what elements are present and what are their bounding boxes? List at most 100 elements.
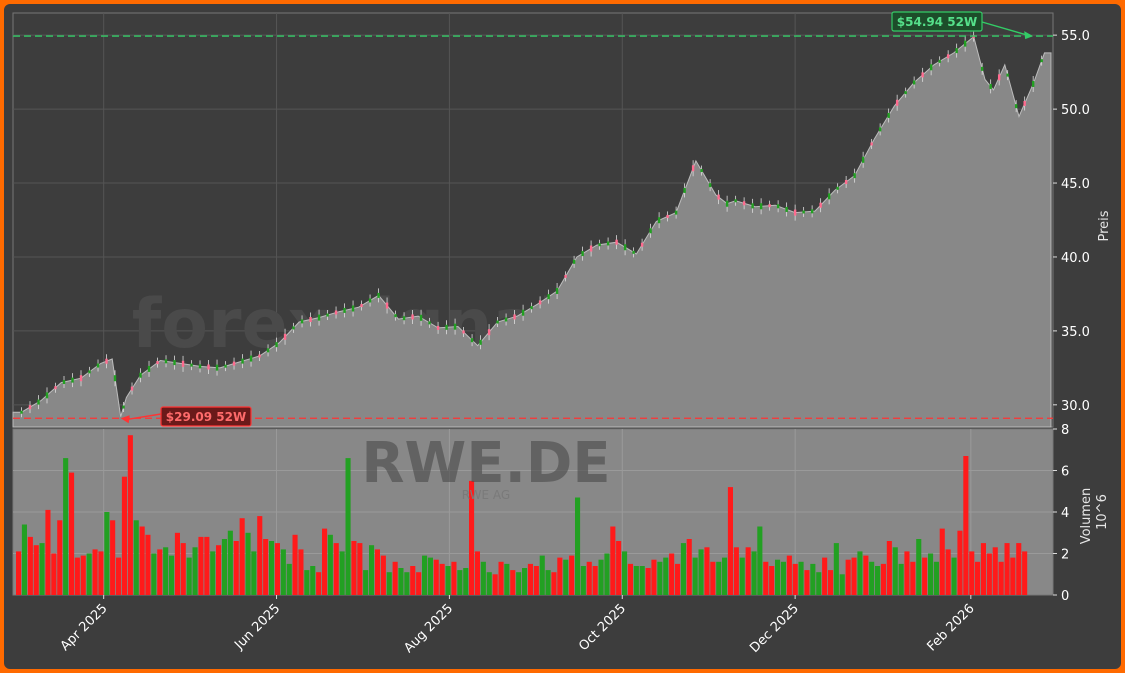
candle-body [453,323,457,330]
watermark-subtitle: RWE AG [462,488,510,502]
volume-bar [504,563,510,595]
candle-body [649,228,652,234]
candle-body [411,314,414,320]
volume-bar [992,547,998,595]
volume-bar [445,566,451,595]
candle-body [700,169,703,173]
candle-body [445,324,448,330]
volume-bar [869,561,875,595]
candle-body [844,179,848,184]
volume-bar [274,543,280,595]
candle-body [946,54,950,59]
volume-bar [398,568,404,595]
candle-body [674,210,678,215]
volume-bar [957,530,963,595]
candle-body [827,193,831,200]
volume-bar [586,561,592,595]
candle-body [521,309,525,316]
high-callout-label: $54.94 52W [897,15,977,29]
candle-body [232,361,236,366]
volume-bar [433,559,439,595]
candle-body [402,316,406,321]
high-callout-box [891,11,983,32]
candle-body [717,194,720,200]
volume-bar [986,553,992,595]
volume-bar [498,561,504,595]
candle-body [1006,73,1009,77]
candle-body [742,201,746,206]
candle-body [470,338,474,343]
volume-bar [204,536,210,595]
volume-bar [121,476,127,595]
candle-body [887,112,890,118]
candle-body [300,319,304,324]
volume-bar [221,539,227,595]
watermark-symbol: RWE.DE [361,431,610,496]
volume-bar [680,543,686,595]
volume-bar [580,566,586,595]
volume-bar [698,549,704,595]
candle-body [351,305,355,312]
candle-body [462,330,465,334]
volume-bar [533,566,539,595]
candle-body [343,307,346,313]
volume-bar [510,570,516,595]
volume-bar [563,559,569,595]
volume-bar [857,551,863,595]
price-tick-label: 55.0 [1061,29,1090,44]
x-tick-label: Oct 2025 [576,601,629,654]
volume-bar [492,574,498,596]
volume-bar [963,456,969,595]
volume-bar [980,543,986,595]
candle-body [215,364,219,371]
volume-bar [945,549,951,595]
candle-body [997,74,1001,81]
volume-bar [469,480,475,595]
volume-bar [633,566,639,595]
candle-body [394,314,397,318]
volume-bar [886,541,892,595]
volume-bar [880,563,886,595]
volume-bar [704,547,710,595]
candle-body [980,66,984,71]
candle-body [147,365,151,372]
candle-body [632,250,635,254]
volume-bar [816,572,822,595]
volume-bar [116,557,122,595]
volume-bar [651,559,657,595]
candle-body [912,80,916,85]
candle-body [241,358,244,364]
volume-bar [357,543,363,595]
volume-tick-label: 4 [1061,506,1069,521]
volume-bar [292,534,298,595]
volume-bar [527,563,533,595]
volume-bar [186,557,192,595]
volume-bar [245,532,251,596]
candle-body [819,202,822,208]
volume-bar [786,555,792,595]
candle-body [504,317,508,322]
candle-body [547,294,550,300]
volume-bar [545,570,551,595]
candle-body [198,364,202,369]
candle-body [173,360,176,366]
low-callout-label: $29.09 52W [166,410,246,424]
candle-body [326,313,329,317]
candle-body [96,363,100,368]
volume-bar [716,561,722,595]
volume-bar [975,561,981,595]
volume-bar [27,536,33,595]
volume-bar [675,563,681,595]
candle-body [666,214,669,218]
volume-bar [839,574,845,596]
volume-bar [151,553,157,595]
price-candles [20,31,1043,418]
volume-bar [810,563,816,595]
volume-bar [139,526,145,595]
volume-bar [769,566,775,595]
volume-bar [686,539,692,595]
price-axis-title: Preis [1097,210,1112,241]
price-tick-label: 30.0 [1061,399,1090,414]
volume-bar [304,570,310,595]
